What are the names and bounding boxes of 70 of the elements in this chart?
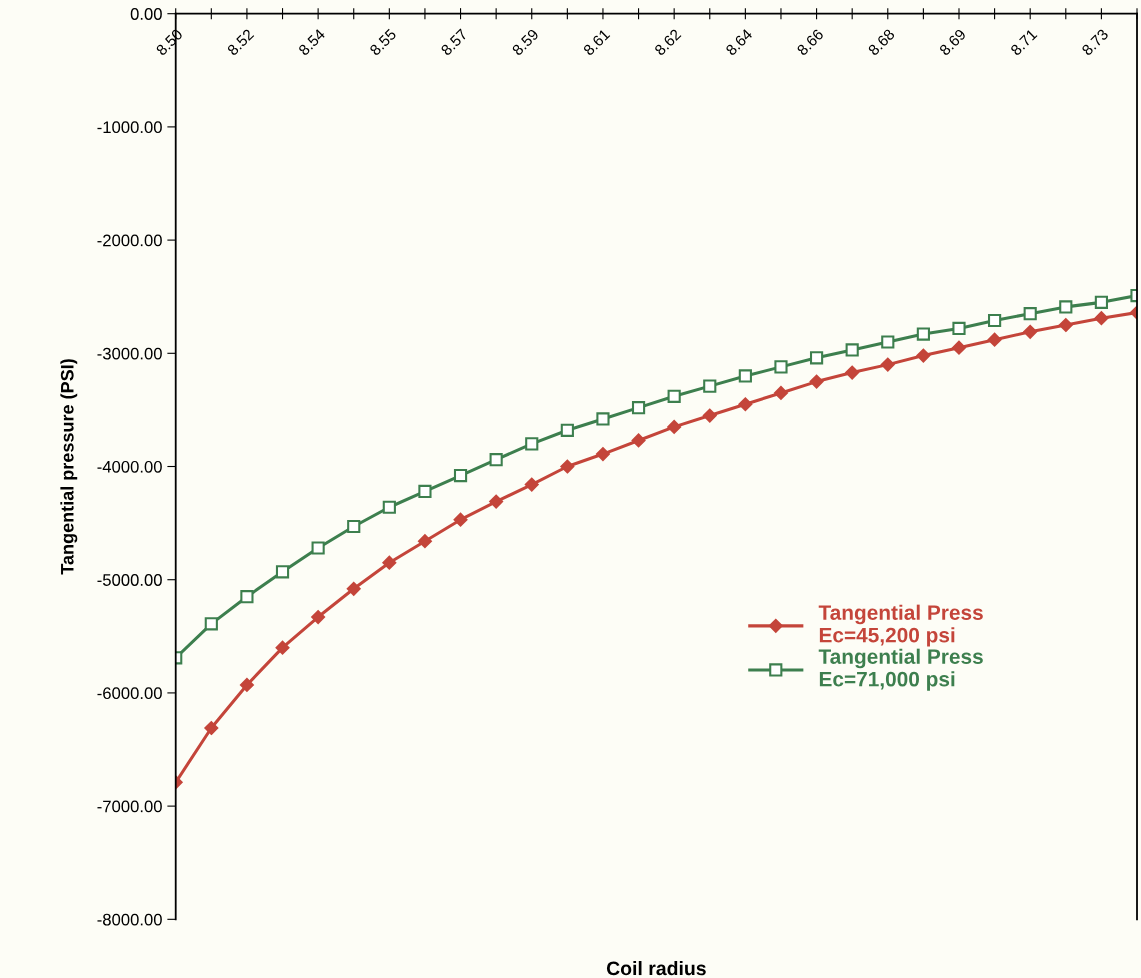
point (347, 519, 361, 534)
point (525, 437, 539, 451)
point (453, 512, 468, 527)
point (204, 617, 218, 631)
point (631, 433, 646, 448)
point (596, 447, 610, 461)
y-tick-label: -3000.00 (97, 347, 162, 360)
y-tick-label: -1000.00 (97, 121, 162, 134)
point (667, 389, 681, 403)
point (489, 494, 504, 509)
point (275, 640, 290, 655)
point (418, 534, 432, 549)
y-tick-label: 0.00 (130, 8, 162, 20)
point (916, 348, 931, 363)
point (987, 332, 1002, 347)
point (809, 374, 824, 389)
point (1023, 324, 1038, 339)
point (239, 678, 254, 692)
point (1059, 300, 1073, 314)
point (560, 459, 575, 474)
point (240, 590, 254, 604)
point (418, 484, 432, 499)
x-tick-label: 8.61 (582, 28, 611, 57)
point (774, 360, 788, 374)
x-tick-label: 8.50 (155, 28, 184, 57)
point (1023, 307, 1037, 321)
y-tick-label: -2000.00 (97, 234, 162, 247)
point (809, 351, 824, 365)
point (845, 343, 859, 357)
point (382, 500, 396, 514)
point (1094, 311, 1109, 326)
point (560, 423, 574, 437)
y-tick-label: -5000.00 (97, 574, 162, 586)
x-tick-label: 8.59 (511, 28, 540, 57)
point (845, 365, 860, 380)
y-tick-label: -8000.00 (97, 913, 162, 926)
point (738, 397, 753, 412)
point (524, 477, 539, 492)
point (311, 541, 325, 555)
point (702, 408, 717, 423)
y-tick-label: -6000.00 (97, 687, 162, 700)
point (596, 412, 610, 426)
point (703, 379, 717, 393)
point (311, 610, 326, 624)
point (489, 453, 503, 467)
y-axis-title: Tangential pressure (PSI) (60, 359, 78, 575)
legend-label: Tangential Press Ec=45,200 psi (818, 604, 983, 647)
point (275, 565, 290, 579)
point (916, 327, 930, 341)
x-axis-title: Coil radius (606, 960, 706, 976)
point (346, 581, 361, 596)
point (453, 468, 468, 483)
point (667, 419, 682, 434)
point (1058, 318, 1073, 332)
point (952, 340, 966, 355)
point (1094, 295, 1108, 309)
point (774, 385, 788, 400)
point (880, 357, 895, 372)
point (952, 321, 966, 335)
point (204, 721, 219, 735)
x-tick-label: 8.71 (1009, 28, 1038, 57)
legend-label: Tangential Press Ec=71,000 psi (818, 648, 983, 691)
point (988, 313, 1002, 328)
point (631, 401, 646, 415)
point (738, 369, 752, 383)
y-tick-label: -7000.00 (97, 800, 162, 813)
y-tick-label: -4000.00 (97, 460, 162, 473)
point (881, 335, 895, 349)
x-tick-label: 8.69 (938, 28, 967, 57)
point (382, 555, 397, 570)
